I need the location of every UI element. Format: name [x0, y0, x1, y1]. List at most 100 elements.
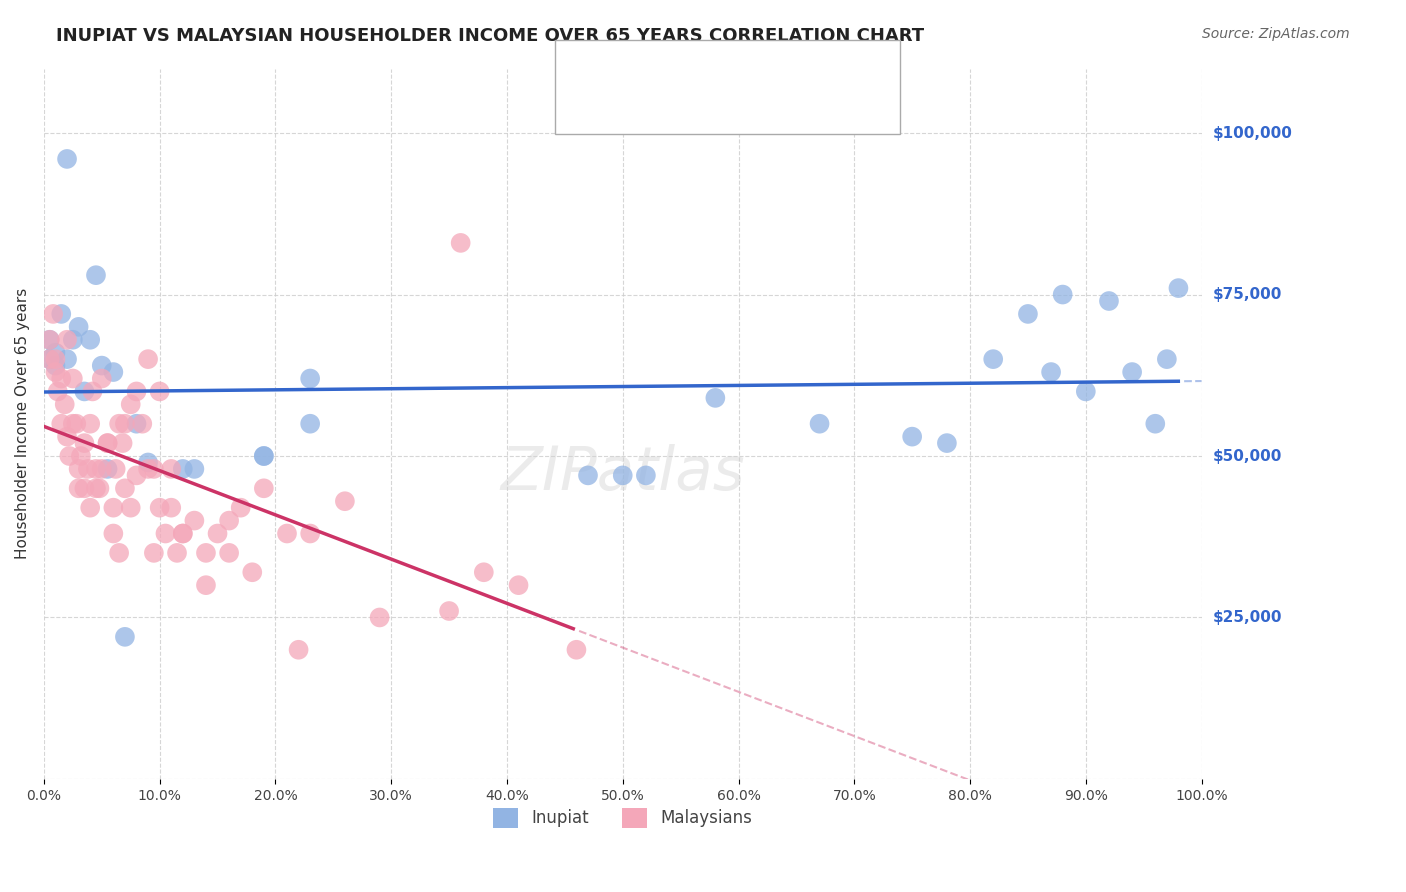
- Malaysians: [240, 566, 263, 580]
- Malaysians: [114, 417, 136, 431]
- Inupiat: [125, 417, 148, 431]
- Malaysians: [56, 333, 79, 347]
- Inupiat: [56, 152, 79, 166]
- Malaysians: [450, 235, 472, 250]
- Text: 41: 41: [711, 62, 733, 76]
- Inupiat: [136, 455, 159, 469]
- Malaysians: [73, 481, 96, 495]
- Malaysians: [90, 462, 112, 476]
- Malaysians: [82, 384, 104, 399]
- Malaysians: [207, 526, 229, 541]
- Inupiat: [1074, 384, 1097, 399]
- Inupiat: [51, 307, 73, 321]
- Text: INUPIAT VS MALAYSIAN HOUSEHOLDER INCOME OVER 65 YEARS CORRELATION CHART: INUPIAT VS MALAYSIAN HOUSEHOLDER INCOME …: [56, 27, 924, 45]
- Inupiat: [79, 333, 101, 347]
- Inupiat: [103, 365, 125, 379]
- Inupiat: [634, 468, 657, 483]
- Inupiat: [1098, 293, 1121, 308]
- Inupiat: [67, 319, 90, 334]
- Malaysians: [84, 462, 107, 476]
- Malaysians: [89, 481, 111, 495]
- Malaysians: [44, 352, 66, 367]
- Malaysians: [299, 526, 322, 541]
- Inupiat: [935, 436, 957, 450]
- Inupiat: [183, 462, 205, 476]
- Inupiat: [1052, 287, 1074, 301]
- Inupiat: [808, 417, 831, 431]
- Inupiat: [1167, 281, 1189, 295]
- Malaysians: [97, 436, 120, 450]
- Malaysians: [125, 468, 148, 483]
- Inupiat: [576, 468, 599, 483]
- Malaysians: [172, 526, 194, 541]
- Malaysians: [114, 481, 136, 495]
- Inupiat: [84, 268, 107, 282]
- Malaysians: [51, 417, 73, 431]
- Malaysians: [70, 449, 93, 463]
- Malaysians: [53, 397, 76, 411]
- Malaysians: [253, 481, 276, 495]
- Inupiat: [253, 449, 276, 463]
- Inupiat: [1040, 365, 1063, 379]
- Malaysians: [194, 546, 217, 560]
- Malaysians: [472, 566, 495, 580]
- Malaysians: [142, 462, 165, 476]
- Malaysians: [46, 384, 69, 399]
- Inupiat: [56, 352, 79, 367]
- Inupiat: [62, 333, 84, 347]
- Text: R =: R =: [593, 103, 627, 117]
- Malaysians: [136, 352, 159, 367]
- Text: $75,000: $75,000: [1213, 287, 1282, 302]
- Inupiat: [612, 468, 634, 483]
- Malaysians: [172, 526, 194, 541]
- Malaysians: [62, 371, 84, 385]
- Malaysians: [218, 546, 240, 560]
- Text: N =: N =: [678, 62, 711, 76]
- Malaysians: [160, 500, 183, 515]
- Malaysians: [79, 417, 101, 431]
- Text: -0.102: -0.102: [624, 62, 679, 76]
- Malaysians: [97, 436, 120, 450]
- Inupiat: [1017, 307, 1039, 321]
- Malaysians: [67, 481, 90, 495]
- Malaysians: [229, 500, 252, 515]
- Inupiat: [1156, 352, 1178, 367]
- Malaysians: [194, 578, 217, 592]
- Inupiat: [1121, 365, 1143, 379]
- Malaysians: [38, 352, 60, 367]
- Inupiat: [901, 430, 924, 444]
- Malaysians: [149, 384, 172, 399]
- Malaysians: [77, 462, 100, 476]
- Malaysians: [73, 436, 96, 450]
- Inupiat: [44, 359, 66, 373]
- Inupiat: [253, 449, 276, 463]
- Malaysians: [65, 417, 87, 431]
- Legend: Inupiat, Malaysians: Inupiat, Malaysians: [486, 801, 759, 835]
- Inupiat: [299, 417, 322, 431]
- Malaysians: [160, 462, 183, 476]
- Malaysians: [183, 514, 205, 528]
- Malaysians: [276, 526, 298, 541]
- Malaysians: [79, 500, 101, 515]
- Malaysians: [103, 500, 125, 515]
- Malaysians: [58, 449, 80, 463]
- Text: ■: ■: [574, 100, 593, 120]
- Inupiat: [44, 345, 66, 359]
- Text: $100,000: $100,000: [1213, 126, 1292, 141]
- Malaysians: [44, 365, 66, 379]
- Malaysians: [120, 500, 142, 515]
- Inupiat: [114, 630, 136, 644]
- Malaysians: [120, 397, 142, 411]
- Malaysians: [67, 462, 90, 476]
- Malaysians: [84, 481, 107, 495]
- Malaysians: [155, 526, 177, 541]
- Malaysians: [56, 430, 79, 444]
- Y-axis label: Householder Income Over 65 years: Householder Income Over 65 years: [15, 288, 30, 559]
- Malaysians: [368, 610, 391, 624]
- Inupiat: [97, 462, 120, 476]
- Malaysians: [104, 462, 127, 476]
- Text: $50,000: $50,000: [1213, 449, 1282, 464]
- Malaysians: [103, 526, 125, 541]
- Malaysians: [437, 604, 460, 618]
- Inupiat: [299, 371, 322, 385]
